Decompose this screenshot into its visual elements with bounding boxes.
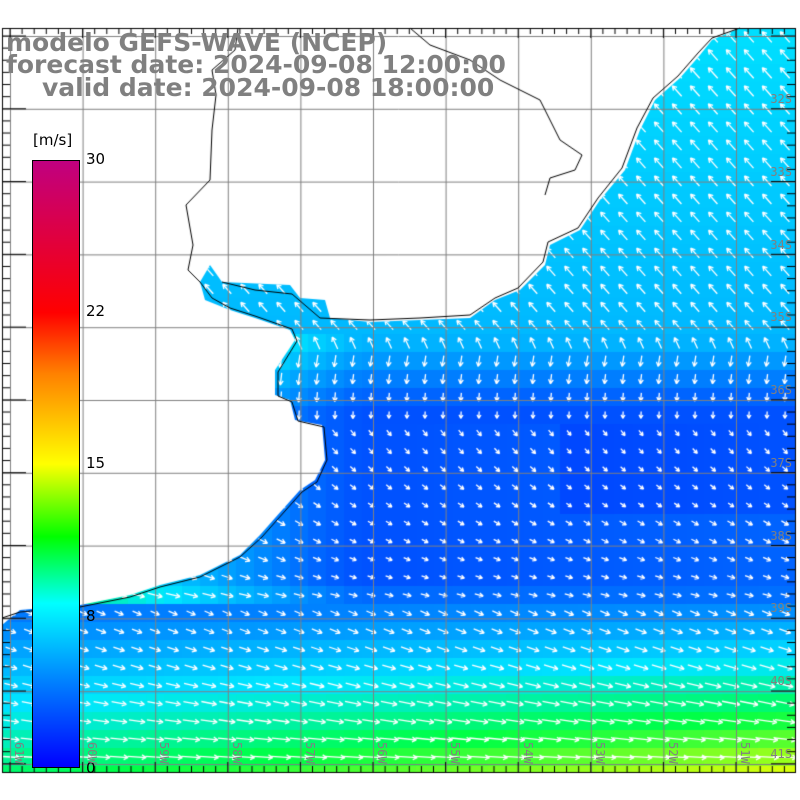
colorbar-tick: 30 xyxy=(86,150,106,168)
colorbar-tick: 15 xyxy=(86,454,106,472)
lon-label: 57W xyxy=(303,742,317,764)
lat-label: 39S xyxy=(770,601,792,615)
title-valid-date: valid date: 2024-09-08 18:00:00 xyxy=(42,73,495,102)
colorbar-tick: 8 xyxy=(86,607,96,625)
title-forecast-date: forecast date: 2024-09-08 12:00:00 xyxy=(6,50,506,79)
lon-label: 58W xyxy=(230,742,244,764)
lon-label: 52W xyxy=(666,742,680,764)
colorbar-tick: 0 xyxy=(86,759,96,777)
lat-label: 32S xyxy=(770,92,792,106)
lon-label: 54W xyxy=(521,742,535,764)
lat-label: 37S xyxy=(770,456,792,470)
colorbar-unit: [m/s] xyxy=(33,131,73,149)
lon-label: 56W xyxy=(375,742,389,764)
lon-label: 59W xyxy=(157,742,171,764)
lon-label: 53W xyxy=(593,742,607,764)
lon-label: 51W xyxy=(738,742,752,764)
lat-label: 34S xyxy=(770,238,792,252)
lat-label: 33S xyxy=(770,165,792,179)
lon-label: 61W xyxy=(12,742,26,764)
lon-label: 55W xyxy=(448,742,462,764)
lat-label: 40S xyxy=(770,674,792,688)
colorbar xyxy=(32,160,80,768)
lat-label: 35S xyxy=(770,310,792,324)
lat-label: 41S xyxy=(770,747,792,761)
lat-label: 38S xyxy=(770,529,792,543)
lon-label: 60W xyxy=(85,742,99,764)
colorbar-tick: 22 xyxy=(86,302,106,320)
title-model: modelo GEFS-WAVE (NCEP) xyxy=(6,28,388,57)
lat-label: 36S xyxy=(770,383,792,397)
